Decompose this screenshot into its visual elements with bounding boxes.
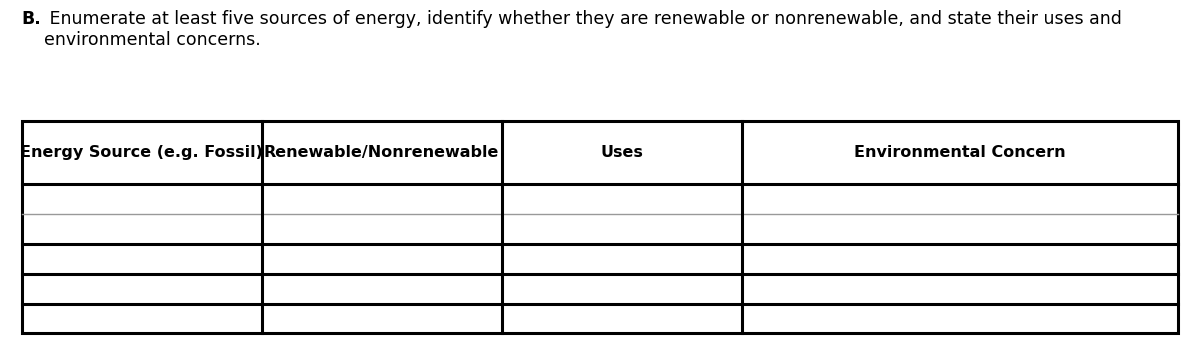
Text: Energy Source (e.g. Fossil): Energy Source (e.g. Fossil) — [20, 145, 263, 160]
Text: Enumerate at least five sources of energy, identify whether they are renewable o: Enumerate at least five sources of energ… — [44, 10, 1122, 49]
Text: Environmental Concern: Environmental Concern — [854, 145, 1066, 160]
Bar — [22, 121, 1178, 333]
Text: Uses: Uses — [600, 145, 643, 160]
Text: Renewable/Nonrenewable: Renewable/Nonrenewable — [264, 145, 499, 160]
Text: B.: B. — [22, 10, 41, 28]
